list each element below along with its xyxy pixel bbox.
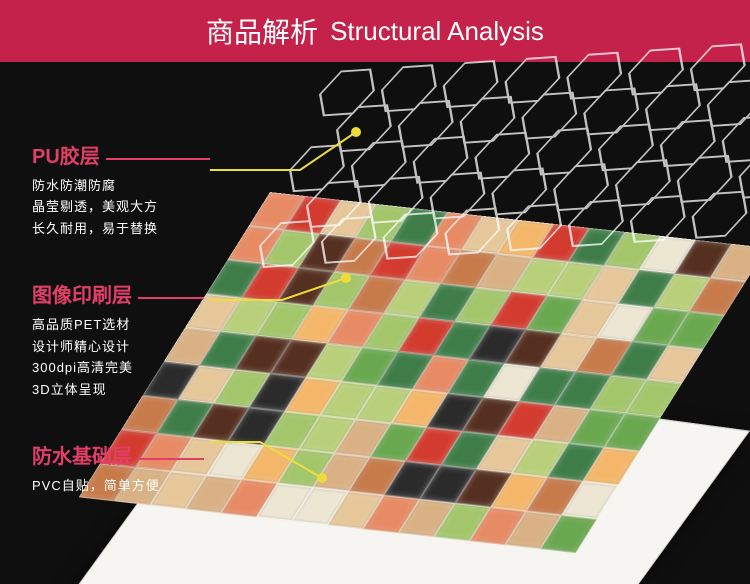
hexagon-layer: [237, 34, 750, 300]
callout-rule: [138, 297, 204, 299]
callout-pu: PU胶层防水防潮防腐晶莹剔透，美观大方长久耐用，易于替换: [32, 140, 282, 239]
callout-desc-line: 300dpi高清完美: [32, 357, 282, 378]
diagram-stage: PU胶层防水防潮防腐晶莹剔透，美观大方长久耐用，易于替换图像印刷层高品质PET选…: [0, 62, 750, 584]
callout-title: 防水基础层: [32, 440, 132, 469]
callout-rule: [138, 458, 204, 460]
callout-desc-line: PVC自贴，简单方便: [32, 475, 282, 496]
callout-title: PU胶层: [32, 140, 100, 169]
callout-base: 防水基础层 PVC自贴，简单方便: [32, 440, 282, 496]
callout-desc-line: 3D立体呈现: [32, 379, 282, 400]
header-title-en: Structural Analysis: [330, 16, 544, 47]
callout-desc-line: 设计师精心设计: [32, 336, 282, 357]
callout-desc-line: 高品质PET选材: [32, 314, 282, 335]
header-title-cn: 商品解析: [206, 11, 318, 51]
callout-list: PU胶层防水防潮防腐晶莹剔透，美观大方长久耐用，易于替换图像印刷层高品质PET选…: [32, 140, 282, 537]
callout-desc-line: 防水防潮防腐: [32, 175, 282, 196]
callout-desc-line: 晶莹剔透，美观大方: [32, 196, 282, 217]
callout-print: 图像印刷层高品质PET选材设计师精心设计300dpi高清完美3D立体呈现: [32, 279, 282, 400]
callout-desc-line: 长久耐用，易于替换: [32, 218, 282, 239]
callout-title: 图像印刷层: [32, 279, 132, 308]
callout-rule: [106, 158, 210, 160]
